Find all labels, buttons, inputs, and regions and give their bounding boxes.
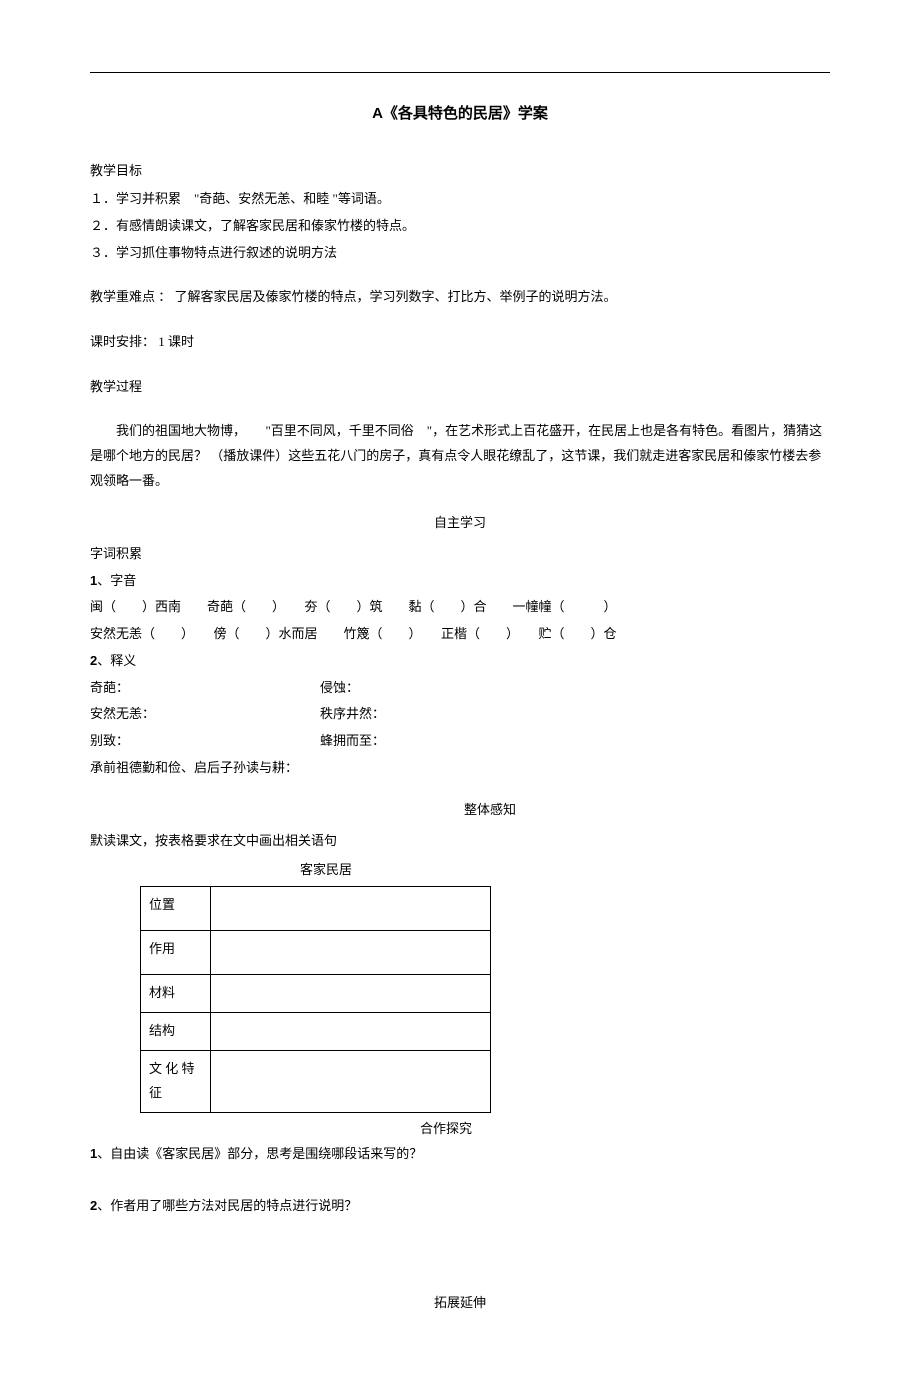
difficulty-line: 教学重难点 ： 了解客家民居及傣家竹楼的特点，学习列数字、打比方、举例子的说明方… bbox=[90, 285, 830, 310]
row-value-5 bbox=[211, 1050, 491, 1112]
difficulty-text: 了解客家民居及傣家竹楼的特点，学习列数字、打比方、举例子的说明方法。 bbox=[171, 289, 616, 304]
row-label-4: 结构 bbox=[141, 1013, 211, 1051]
self-study-heading: 自主学习 bbox=[90, 511, 830, 536]
vocab-label: 字词积累 bbox=[90, 542, 830, 567]
lesson-title: A《各具特色的民居》学案 bbox=[90, 100, 830, 129]
row-value-3 bbox=[211, 975, 491, 1013]
hours-line: 课时安排： 1 课时 bbox=[90, 330, 830, 355]
row-value-1 bbox=[211, 887, 491, 931]
overall-task: 默读课文，按表格要求在文中画出相关语句 bbox=[90, 829, 830, 854]
coop-heading: 合作探究 bbox=[420, 1117, 472, 1142]
objective-3: ３．学习抓住事物特点进行叙述的说明方法 bbox=[90, 241, 830, 266]
overall-heading: 整体感知 bbox=[90, 798, 830, 823]
coop-q2: 2、作者用了哪些方法对民居的特点进行说明？ bbox=[90, 1194, 830, 1219]
meaning-row-3: 别致：蜂拥而至： bbox=[90, 729, 830, 754]
pron-line-1: 闽（ ）西南 奇葩（ ） 夯（ ）筑 黏（ ）合 一幢幢（ ） bbox=[90, 595, 830, 620]
coop-q1: 1、自由读《客家民居》部分，思考是围绕哪段话来写的？ bbox=[90, 1142, 830, 1167]
pronunciation-label: 1、字音 bbox=[90, 569, 830, 594]
row-label-2: 作用 bbox=[141, 931, 211, 975]
table-row: 材料 bbox=[141, 975, 491, 1013]
process-label: 教学过程 bbox=[90, 375, 830, 400]
pron-line-2: 安然无恙（ ） 傍（ ）水而居 竹篾（ ） 正楷（ ） 贮（ ）仓 bbox=[90, 622, 830, 647]
row-value-2 bbox=[211, 931, 491, 975]
hours-value: 1 课时 bbox=[155, 334, 194, 349]
table-row: 结构 bbox=[141, 1013, 491, 1051]
meaning-row-2: 安然无恙：秩序井然： bbox=[90, 702, 830, 727]
table-row: 文 化 特征 bbox=[141, 1050, 491, 1112]
intro-paragraph: 我们的祖国地大物博， "百里不同风，千里不同俗 "，在艺术形式上百花盛开，在民居… bbox=[90, 419, 830, 493]
row-label-1: 位置 bbox=[141, 887, 211, 931]
meaning-last: 承前祖德勤和俭、启后子孙读与耕： bbox=[90, 756, 830, 781]
meaning-label: 2、释义 bbox=[90, 649, 830, 674]
row-value-4 bbox=[211, 1013, 491, 1051]
row-label-5: 文 化 特征 bbox=[141, 1050, 211, 1112]
table-row: 位置 bbox=[141, 887, 491, 931]
kejia-table: 位置 作用 材料 结构 文 化 特征 bbox=[140, 886, 491, 1113]
table-row: 作用 bbox=[141, 931, 491, 975]
difficulty-label: 教学重难点 ： bbox=[90, 289, 171, 304]
extend-heading: 拓展延伸 bbox=[90, 1291, 830, 1316]
objective-2: ２．有感情朗读课文，了解客家民居和傣家竹楼的特点。 bbox=[90, 214, 830, 239]
objective-1: １．学习并积累 "奇葩、安然无恙、和睦 "等词语。 bbox=[90, 187, 830, 212]
hours-label: 课时安排： bbox=[90, 334, 155, 349]
objectives-label: 教学目标 bbox=[90, 159, 830, 184]
row-label-3: 材料 bbox=[141, 975, 211, 1013]
table-caption: 客家民居 bbox=[90, 858, 830, 883]
meaning-row-1: 奇葩：侵蚀： bbox=[90, 676, 830, 701]
